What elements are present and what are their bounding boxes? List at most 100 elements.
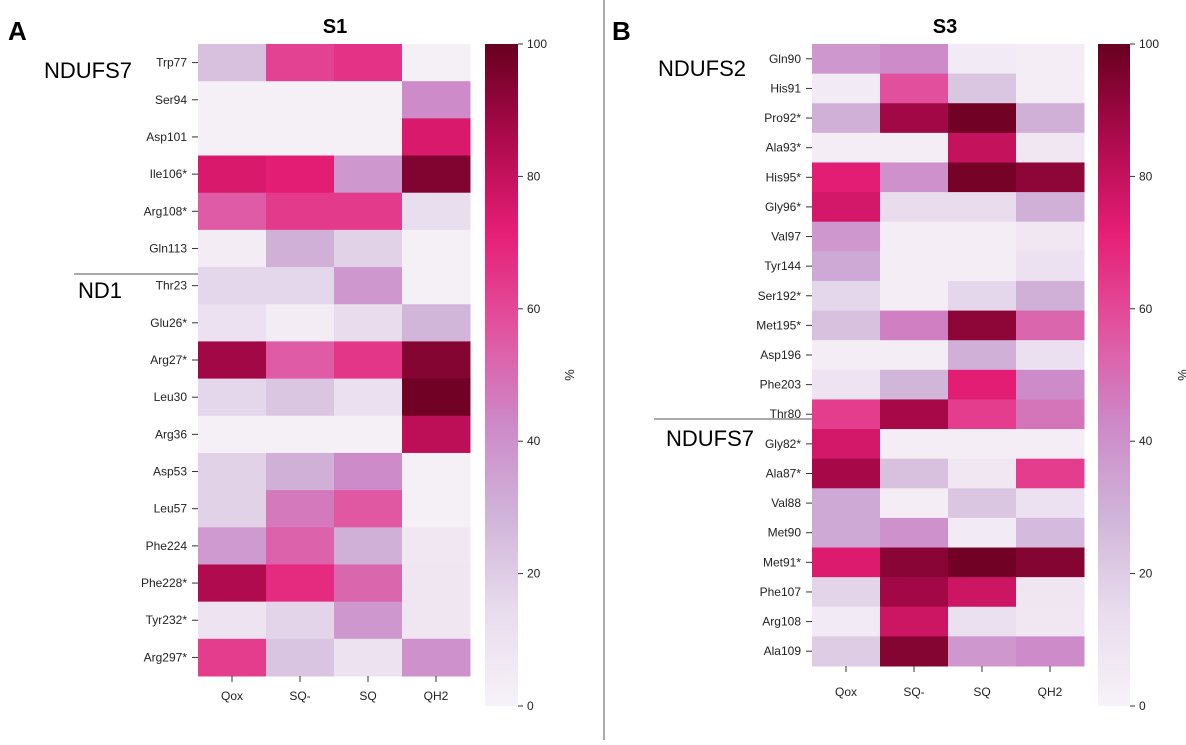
heatmap-cell — [1016, 458, 1085, 489]
heatmap-cell — [880, 310, 949, 341]
heatmap-cell — [812, 606, 881, 637]
heatmap-cell — [880, 251, 949, 282]
heatmap-cell — [1016, 517, 1085, 549]
row-label: Asp196 — [760, 348, 801, 362]
colorbar-tick-label: 80 — [527, 169, 541, 183]
heatmap-cell — [334, 229, 403, 268]
heatmap-cell — [880, 458, 949, 489]
heatmap-cell — [198, 267, 267, 305]
row-label: Ala87* — [766, 466, 802, 480]
row-label: Glu26* — [150, 316, 187, 330]
heatmap-cell — [812, 399, 881, 430]
heatmap-cell — [880, 221, 949, 252]
row-label: Ala93* — [766, 141, 802, 155]
heatmap-cell — [334, 490, 403, 528]
heatmap-cell — [402, 192, 471, 231]
column-label: SQ- — [903, 685, 924, 699]
heatmap-cell — [334, 81, 403, 119]
panel-b: B S3 NDUFS2 NDUFS7 Gln90 His91 Pro92* Ala93… — [612, 16, 1186, 713]
colorbar-a: 0 20 40 60 80 100% — [485, 37, 577, 713]
heatmap-cell — [812, 369, 881, 400]
heatmap-cell — [880, 429, 949, 460]
heatmap-cell — [402, 452, 471, 491]
heatmap-cell — [266, 452, 335, 491]
row-label: Phe203 — [760, 378, 802, 392]
heatmap-cell — [266, 601, 335, 640]
row-label: Thr80 — [770, 407, 802, 421]
heatmap-cell — [334, 341, 403, 380]
heatmap-cell — [198, 638, 267, 677]
heatmap-cell — [812, 73, 881, 104]
group-label-ndufs7-a: NDUFS7 — [44, 58, 132, 83]
heatmap-cell — [266, 44, 335, 82]
heatmap-cell — [812, 280, 881, 312]
heatmap-cell — [812, 192, 881, 223]
heatmap-cell — [1016, 280, 1085, 312]
heatmap-cell — [198, 452, 267, 491]
row-label: Met90 — [768, 526, 802, 540]
heatmap-cell — [402, 267, 471, 305]
heatmap-cell — [334, 564, 403, 603]
heatmap-cell — [1016, 310, 1085, 341]
column-label: Qox — [835, 685, 857, 699]
heatmap-cell — [198, 229, 267, 268]
heatmap-cell — [198, 415, 267, 454]
panel-letter-b: B — [612, 16, 631, 46]
row-label: Phe224 — [146, 539, 188, 553]
heatmap-cell — [402, 341, 471, 380]
heatmap-cell — [334, 452, 403, 491]
heatmap-cell — [334, 378, 403, 417]
heatmap-cell — [266, 378, 335, 417]
heatmap-cell — [948, 280, 1017, 312]
panel-a: A S1 NDUFS7 ND1 Trp77 Ser94 Asp101 Ile106* A… — [8, 16, 577, 713]
heatmap-cell — [948, 132, 1017, 163]
heatmap-cell — [812, 488, 881, 519]
heatmap-cell — [402, 229, 471, 268]
heatmap-cell — [198, 378, 267, 417]
heatmap-cell — [198, 527, 267, 565]
heatmap-cell — [948, 577, 1017, 608]
heatmap-cell — [1016, 73, 1085, 104]
heatmap-cell — [334, 44, 403, 82]
heatmap-cell — [948, 251, 1017, 282]
group-label-nd1: ND1 — [78, 278, 122, 303]
heatmap-cell — [880, 577, 949, 608]
row-label: His91 — [770, 81, 801, 95]
heatmap-cell — [266, 638, 335, 677]
heatmap-cell — [948, 517, 1017, 549]
row-label: Ser94 — [155, 93, 187, 107]
heatmap-cell — [1016, 44, 1085, 75]
heatmap-title-s3: S3 — [933, 16, 957, 38]
row-label: Leu30 — [154, 390, 188, 404]
heatmap-cell — [812, 636, 881, 667]
colorbar-tick-label: 80 — [1139, 169, 1153, 183]
heatmap-cell — [880, 192, 949, 223]
heatmap-cell — [1016, 340, 1085, 371]
heatmap-cell — [266, 564, 335, 603]
heatmap-cell — [402, 490, 471, 528]
heatmap-cell — [1016, 162, 1085, 193]
heatmap-cell — [1016, 606, 1085, 637]
heatmap-cell — [1016, 192, 1085, 223]
heatmap-cell — [812, 458, 881, 489]
row-label: Gly82* — [765, 437, 801, 451]
heatmap-cell — [266, 81, 335, 119]
row-label: His95* — [766, 170, 802, 184]
heatmap-cell — [402, 118, 471, 157]
row-label: Leu57 — [154, 502, 188, 516]
heatmap-cell — [402, 155, 471, 194]
heatmap-cell — [198, 304, 267, 342]
heatmap-cell — [198, 601, 267, 640]
heatmap-cell — [948, 162, 1017, 193]
column-label: Qox — [221, 689, 243, 703]
heatmap-cell — [880, 399, 949, 430]
heatmap-cell — [1016, 369, 1085, 400]
heatmap-cell — [948, 458, 1017, 489]
heatmap-cell — [266, 192, 335, 231]
heatmap-cell — [198, 118, 267, 157]
heatmap-cell — [334, 415, 403, 454]
heatmap-cell — [812, 340, 881, 371]
panel-letter-a: A — [8, 16, 27, 46]
heatmap-cell — [812, 577, 881, 608]
heatmap-cell — [880, 162, 949, 193]
